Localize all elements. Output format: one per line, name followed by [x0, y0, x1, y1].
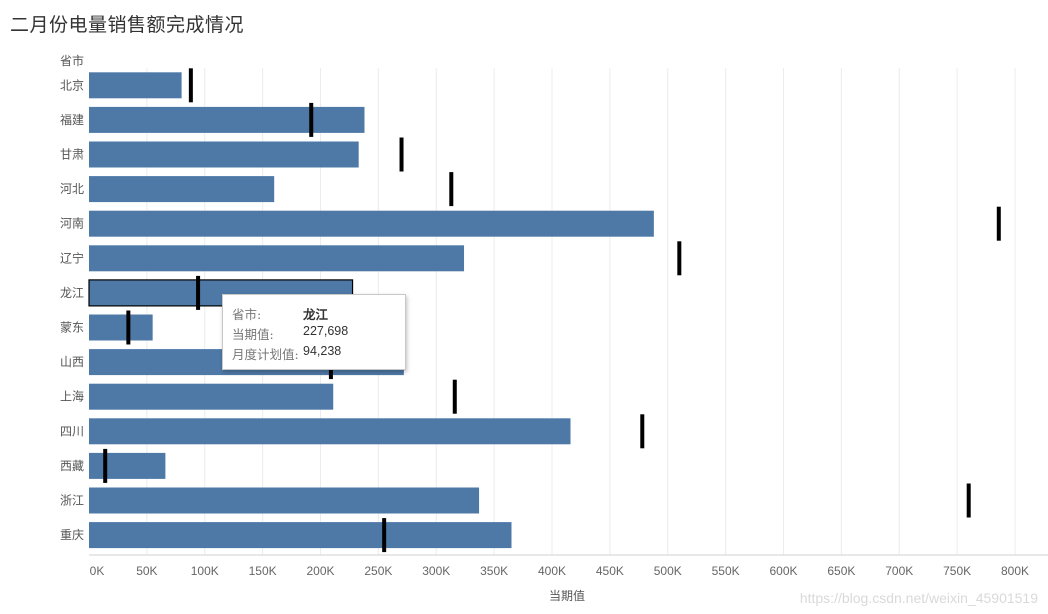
- tooltip-value: 龙江: [303, 307, 329, 322]
- x-tick-label: 250K: [364, 564, 392, 578]
- x-tick-label: 300K: [422, 564, 450, 578]
- x-tick-label: 550K: [712, 564, 740, 578]
- watermark: https://blog.csdn.net/weixin_45901519: [799, 590, 1038, 606]
- tooltip-value: 227,698: [303, 324, 349, 338]
- x-tick-label: 600K: [769, 564, 797, 578]
- chart-title: 二月份电量销售额完成情况: [10, 14, 245, 36]
- category-label: 福建: [60, 112, 84, 127]
- x-tick-label: 100K: [191, 564, 219, 578]
- bar: [89, 245, 465, 272]
- x-tick-label: 200K: [306, 564, 334, 578]
- category-label: 北京: [60, 78, 84, 92]
- tooltip-label: 月度计划值:: [232, 347, 299, 362]
- target-marker: [309, 102, 314, 137]
- category-label: 甘肃: [60, 148, 84, 162]
- x-tick-label: 700K: [885, 564, 913, 578]
- category-label: 蒙东: [60, 321, 84, 335]
- bar: [89, 314, 153, 341]
- tooltip-label: 当期值:: [232, 327, 274, 342]
- x-tick-label: 50K: [136, 564, 157, 578]
- target-marker: [196, 275, 201, 310]
- x-tick-label: 500K: [654, 564, 682, 578]
- target-marker: [966, 483, 971, 518]
- target-marker: [399, 137, 404, 172]
- target-marker: [640, 414, 645, 449]
- category-label: 浙江: [60, 494, 84, 508]
- x-tick-label: 350K: [480, 564, 508, 578]
- tooltip: 省市: 龙江 当期值: 227,698 月度计划值: 94,238: [222, 294, 406, 370]
- category-label: 上海: [60, 389, 84, 404]
- category-label: 西藏: [60, 459, 84, 473]
- target-marker: [188, 68, 193, 103]
- category-label: 四川: [60, 424, 84, 438]
- x-axis-title: 当期值: [549, 589, 586, 603]
- row-header-label: 省市: [60, 54, 85, 68]
- target-marker: [103, 448, 108, 483]
- category-label: 重庆: [60, 528, 84, 542]
- category-label: 龙江: [60, 286, 84, 300]
- x-tick-label: 400K: [538, 564, 566, 578]
- bar: [89, 522, 512, 549]
- target-marker: [449, 172, 454, 207]
- target-marker: [677, 241, 682, 276]
- category-label: 河北: [60, 182, 84, 196]
- tooltip-label: 省市:: [232, 307, 262, 322]
- target-marker: [996, 206, 1001, 241]
- x-tick-label: 450K: [596, 564, 624, 578]
- bar: [89, 72, 182, 99]
- x-tick-label: 650K: [827, 564, 855, 578]
- x-tick-label: 150K: [249, 564, 277, 578]
- category-label: 山西: [60, 355, 84, 369]
- category-label: 辽宁: [60, 250, 84, 265]
- bar: [89, 418, 571, 445]
- bar: [89, 487, 480, 514]
- tooltip-value: 94,238: [303, 344, 342, 358]
- target-marker: [382, 518, 387, 553]
- bar: [89, 383, 334, 410]
- bar: [89, 176, 275, 203]
- x-tick-label: 750K: [943, 564, 971, 578]
- target-marker: [126, 310, 131, 345]
- bar: [89, 106, 365, 133]
- bar: [89, 141, 359, 168]
- x-tick-label: 0K: [90, 564, 105, 578]
- bar: [89, 210, 654, 237]
- x-tick-label: 800K: [1001, 564, 1029, 578]
- target-marker: [452, 379, 457, 414]
- category-label: 河南: [60, 216, 84, 231]
- bar: [89, 452, 166, 479]
